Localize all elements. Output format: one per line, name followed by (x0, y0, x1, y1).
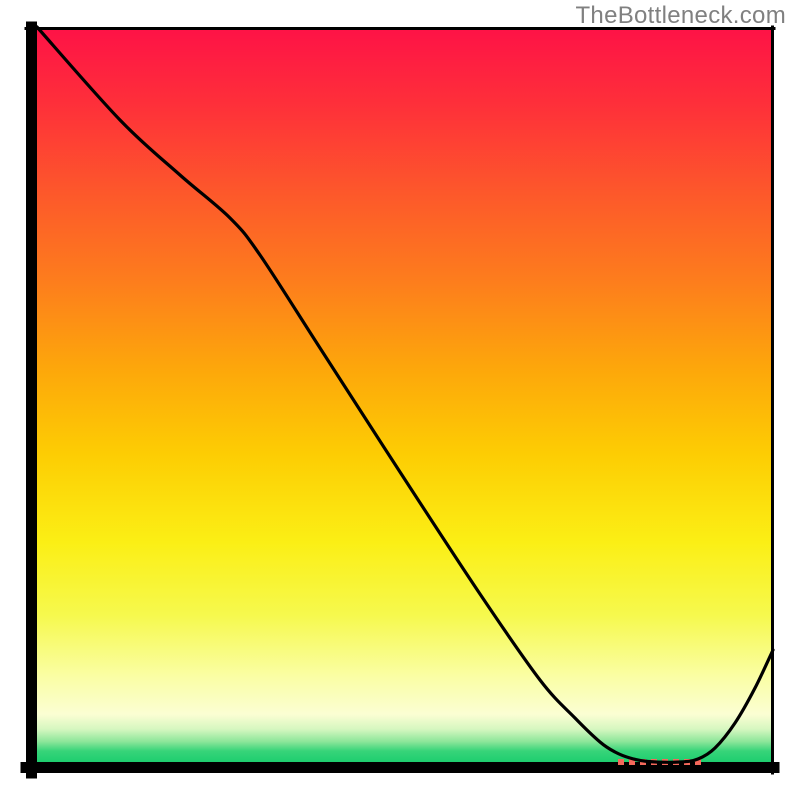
watermark-text: TheBottleneck.com (575, 2, 786, 30)
bottleneck-chart (0, 0, 800, 800)
chart-container: TheBottleneck.com (0, 0, 800, 800)
